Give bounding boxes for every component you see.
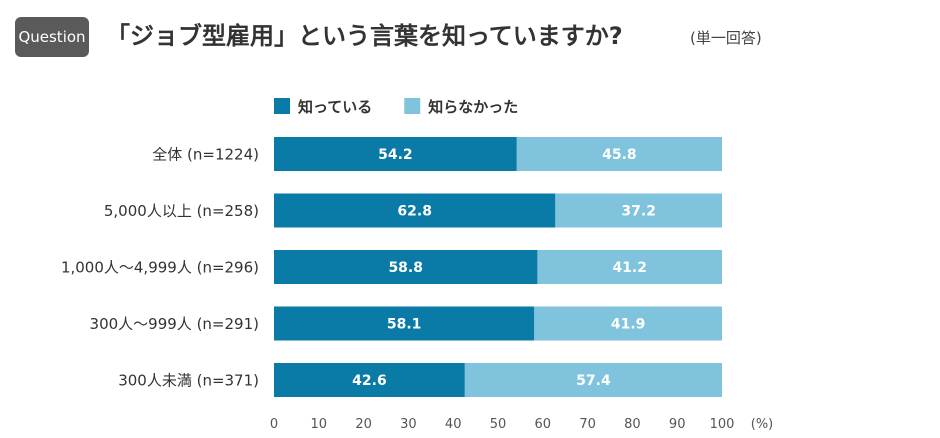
legend-label-0: 知っている <box>298 98 372 116</box>
bar-value-label-4-1: 57.4 <box>576 373 611 389</box>
legend-label-1: 知らなかった <box>428 98 518 116</box>
category-label-2: 1,000人〜4,999人 (n=296) <box>61 259 259 277</box>
bar-4-1 <box>464 363 722 397</box>
bar-value-label-0-1: 45.8 <box>602 147 637 163</box>
x-tick-label-3: 30 <box>400 417 417 432</box>
category-label-3: 300人〜999人 (n=291) <box>90 315 259 333</box>
bar-4-0 <box>274 363 465 397</box>
x-tick-label-8: 80 <box>624 417 641 432</box>
bar-value-label-3-0: 58.1 <box>387 317 422 333</box>
bar-0-1 <box>516 137 722 171</box>
x-tick-label-0: 0 <box>270 417 278 432</box>
bar-value-label-2-1: 41.2 <box>612 260 647 276</box>
category-label-4: 300人未満 (n=371) <box>118 372 259 390</box>
x-tick-label-5: 50 <box>490 417 507 432</box>
bar-0-0 <box>274 137 517 171</box>
x-tick-label-7: 70 <box>579 417 596 432</box>
bar-2-0 <box>274 250 538 284</box>
x-tick-label-2: 20 <box>355 417 372 432</box>
x-tick-label-10: 100 <box>710 417 735 432</box>
bar-value-label-0-0: 54.2 <box>378 147 413 163</box>
x-tick-label-1: 10 <box>311 417 328 432</box>
x-tick-label-9: 90 <box>669 417 686 432</box>
bar-1-0 <box>274 193 556 228</box>
bar-value-label-2-0: 58.8 <box>388 260 423 276</box>
bar-3-1 <box>534 306 722 341</box>
bar-2-1 <box>537 250 722 284</box>
bar-1-1 <box>555 193 722 228</box>
legend-swatch-1 <box>404 98 421 114</box>
page-title: 「ジョブ型雇用」という言葉を知っていますか? <box>106 22 623 50</box>
x-tick-label-4: 40 <box>445 417 462 432</box>
question-badge: Question <box>15 17 89 57</box>
bar-value-label-3-1: 41.9 <box>611 317 646 333</box>
legend-swatch-0 <box>274 98 290 114</box>
x-axis-unit: (%) <box>751 417 774 432</box>
x-tick-label-6: 60 <box>535 417 552 432</box>
bar-value-label-4-0: 42.6 <box>352 373 387 389</box>
category-label-1: 5,000人以上 (n=258) <box>104 202 259 220</box>
bar-value-label-1-0: 62.8 <box>397 204 432 220</box>
answer-type-note: (単一回答) <box>690 29 762 47</box>
bar-3-0 <box>274 306 535 341</box>
category-label-0: 全体 (n=1224) <box>152 146 259 164</box>
bar-value-label-1-1: 37.2 <box>621 204 656 220</box>
